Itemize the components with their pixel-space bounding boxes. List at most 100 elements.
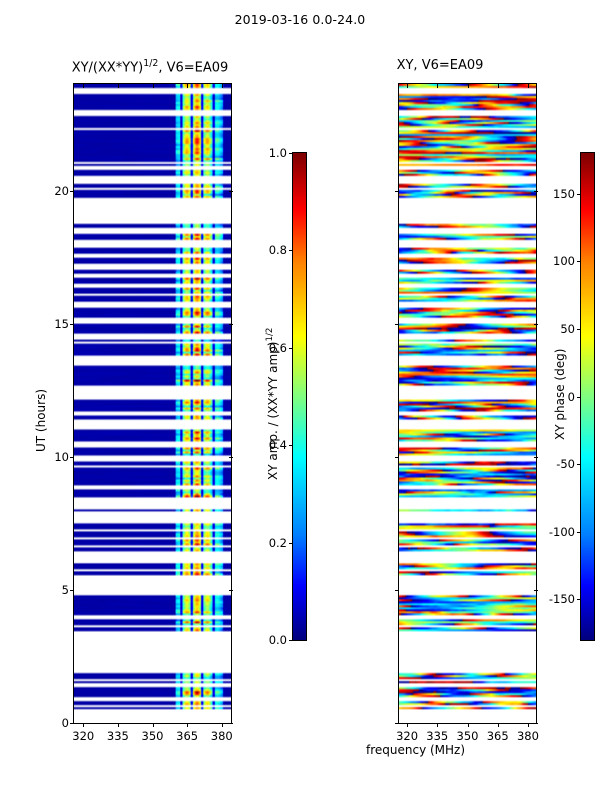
right-colorbar-tickmark	[577, 396, 581, 398]
y-tick-label: 10	[54, 449, 69, 464]
right-colorbar-tick-label: -150	[548, 592, 575, 607]
left-title-suffix: , V6=EA09	[158, 60, 229, 76]
left-heatmap-axes[interactable]	[73, 83, 232, 724]
x-tickmark	[83, 723, 85, 727]
left-colorbar-tick-label: 0.6	[268, 340, 287, 355]
y-tickmark	[395, 323, 399, 325]
left-title-exponent: 1/2	[143, 58, 159, 69]
x-tickmark	[527, 723, 529, 727]
left-heatmap-image	[74, 84, 231, 723]
x-tickmark-top	[497, 84, 499, 88]
left-colorbar-tick-label: 0.0	[268, 633, 287, 647]
left-panel-title: XY/(XX*YY)1/2, V6=EA09	[0, 58, 300, 75]
x-tickmark-top	[437, 84, 439, 88]
x-tickmark	[152, 723, 154, 727]
right-colorbar-tick-label: 50	[560, 321, 575, 336]
x-axis-label: frequency (MHz)	[366, 743, 466, 757]
y-tickmark	[395, 456, 399, 458]
x-tick-label: 350	[456, 729, 479, 743]
x-tickmark-top	[407, 84, 409, 88]
y-tickmark-right	[534, 323, 538, 325]
x-tick-label: 320	[72, 729, 95, 743]
y-tickmark	[70, 589, 74, 591]
x-tickmark-top	[527, 84, 529, 88]
left-colorbar-tickmark	[289, 640, 293, 641]
x-tick-label: 365	[176, 729, 199, 743]
left-colorbar-tickmark	[289, 445, 293, 447]
right-colorbar-tick-label: 100	[553, 254, 575, 269]
right-colorbar-tickmark	[577, 328, 581, 330]
x-tick-label: 350	[141, 729, 164, 743]
left-colorbar-tick-label: 0.8	[268, 243, 287, 258]
x-tickmark-top	[152, 84, 154, 88]
left-cbar-label-exponent: 1/2	[265, 327, 275, 342]
y-tickmark-right	[229, 190, 233, 192]
y-tickmark-right	[534, 723, 538, 724]
x-tickmark	[407, 723, 409, 727]
right-colorbar-tickmark	[577, 193, 581, 195]
figure-suptitle: 2019-03-16 0.0-24.0	[234, 12, 366, 27]
y-tickmark-right	[229, 323, 233, 325]
right-colorbar-gradient	[581, 153, 594, 640]
left-colorbar-gradient	[293, 153, 306, 640]
x-tick-label: 365	[486, 729, 509, 743]
right-heatmap-image	[399, 84, 536, 723]
y-tick-label: 0	[61, 716, 69, 730]
right-panel-title: XY, V6=EA09	[396, 58, 484, 73]
y-tickmark-right	[229, 723, 233, 724]
x-tickmark-top	[467, 84, 469, 88]
y-tickmark	[70, 323, 74, 325]
y-tickmark	[395, 723, 399, 724]
x-tickmark	[117, 723, 119, 727]
left-y-axis-label: UT (hours)	[34, 388, 48, 452]
y-tick-label: 20	[54, 183, 69, 198]
right-colorbar-tick-label: -100	[548, 524, 575, 539]
x-tick-label: 335	[106, 729, 129, 743]
y-tickmark	[70, 456, 74, 458]
x-tickmark	[221, 723, 223, 727]
x-tick-label: 380	[516, 729, 539, 743]
x-tickmark	[437, 723, 439, 727]
y-tickmark-right	[229, 589, 233, 591]
right-colorbar-tick-label: 0	[567, 389, 575, 404]
y-tickmark	[70, 723, 74, 724]
left-cbar-label-main: XY amp. / (XX*YY amp)	[266, 341, 280, 480]
y-tickmark-right	[534, 456, 538, 458]
left-colorbar-tick-label: 0.2	[268, 535, 287, 550]
left-colorbar-tickmark	[289, 153, 293, 154]
left-colorbar-tick-label: 1.0	[268, 146, 287, 160]
right-colorbar-tickmark	[577, 599, 581, 601]
left-colorbar-tickmark	[289, 250, 293, 252]
x-tickmark-top	[117, 84, 119, 88]
y-tickmark	[70, 190, 74, 192]
x-tickmark-top	[187, 84, 189, 88]
left-colorbar-tickmark	[289, 542, 293, 544]
y-tickmark	[395, 190, 399, 192]
left-colorbar-tickmark	[289, 347, 293, 349]
x-tickmark	[467, 723, 469, 727]
y-tick-label: 5	[61, 582, 69, 597]
y-tick-label: 15	[54, 316, 69, 331]
left-colorbar[interactable]	[292, 152, 307, 641]
right-colorbar-tickmark	[577, 261, 581, 263]
x-tickmark-top	[83, 84, 85, 88]
y-tickmark-right	[534, 589, 538, 591]
right-colorbar-tickmark	[577, 531, 581, 533]
x-tickmark	[187, 723, 189, 727]
right-colorbar-tick-label: -50	[556, 457, 575, 472]
right-colorbar-tick-label: 150	[553, 186, 575, 201]
y-tickmark-right	[534, 190, 538, 192]
right-colorbar-tickmark	[577, 464, 581, 466]
y-tickmark	[395, 589, 399, 591]
x-tick-label: 335	[426, 729, 449, 743]
y-tickmark-right	[229, 456, 233, 458]
right-heatmap-axes[interactable]	[398, 83, 537, 724]
left-title-main: XY/(XX*YY)	[71, 60, 144, 76]
x-tickmark-top	[221, 84, 223, 88]
x-tickmark	[497, 723, 499, 727]
right-colorbar[interactable]	[580, 152, 595, 641]
x-tick-label: 320	[396, 729, 419, 743]
x-tick-label: 380	[210, 729, 233, 743]
left-colorbar-tick-label: 0.4	[268, 438, 287, 453]
